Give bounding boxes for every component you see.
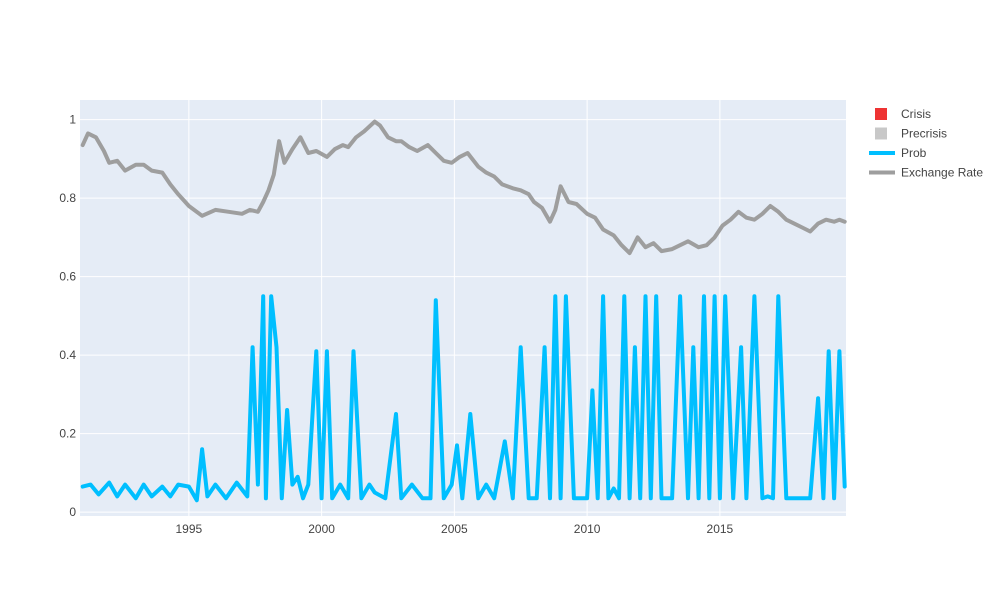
legend[interactable]: Crisis Precrisis Prob Exchange Rate <box>869 107 983 180</box>
y-tick-label-3: 0.6 <box>59 270 76 284</box>
x-tick-label-1: 2000 <box>308 522 335 536</box>
legend-item-crisis[interactable]: Crisis <box>875 107 931 121</box>
legend-swatch-precrisis <box>875 127 887 140</box>
y-tick-label-1: 0.2 <box>59 427 76 441</box>
axis-labels: 0 0.2 0.4 0.6 0.8 1 1995 2000 2005 2010 2015 <box>59 113 733 536</box>
series-line-exchange-rate <box>80 119 847 256</box>
legend-item-exchange-rate[interactable]: Exchange Rate <box>869 166 983 180</box>
legend-swatch-crisis <box>875 108 887 120</box>
legend-label-prob: Prob <box>901 146 927 160</box>
y-tick-label-0: 0 <box>69 505 76 519</box>
y-tick-label-4: 0.8 <box>59 191 76 205</box>
y-tick-label-2: 0.4 <box>59 348 76 362</box>
legend-label-exchange-rate: Exchange Rate <box>901 166 983 180</box>
legend-label-precrisis: Precrisis <box>901 127 947 141</box>
x-tick-label-2: 2005 <box>441 522 468 536</box>
legend-label-crisis: Crisis <box>901 107 931 121</box>
legend-item-precrisis[interactable]: Precrisis <box>875 127 947 141</box>
x-tick-label-4: 2015 <box>707 522 734 536</box>
legend-item-prob[interactable]: Prob <box>869 146 927 160</box>
series-layer <box>80 119 847 503</box>
y-tick-label-5: 1 <box>69 113 76 127</box>
x-tick-label-0: 1995 <box>176 522 203 536</box>
series-line-prob <box>80 294 847 503</box>
x-tick-label-3: 2010 <box>574 522 601 536</box>
